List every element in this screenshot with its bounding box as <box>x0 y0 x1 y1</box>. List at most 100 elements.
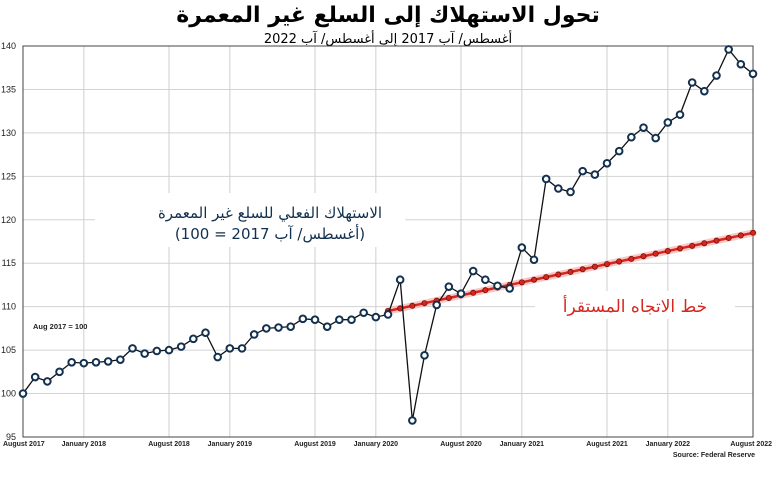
y-tick-label: 130 <box>1 128 16 138</box>
x-tick-label: January 2021 <box>500 441 544 448</box>
trend-point <box>701 240 708 247</box>
actual-point <box>164 345 174 355</box>
y-tick-label: 105 <box>1 345 16 355</box>
y-tick-label: 100 <box>1 389 16 399</box>
trend-point <box>482 287 489 294</box>
actual-point <box>67 357 76 367</box>
actual-point <box>651 133 660 143</box>
x-tick-label: August 2020 <box>440 441 482 448</box>
actual-point <box>116 355 125 364</box>
actual-point <box>371 312 381 322</box>
actual-point <box>347 315 356 325</box>
y-axis-ticks: 95 100 105 110 115 120 125 130 135 140 <box>1 41 16 442</box>
actual-point <box>420 351 429 360</box>
actual-point <box>724 45 733 54</box>
y-tick-label: 125 <box>1 171 16 181</box>
actual-point <box>395 275 405 285</box>
actual-point <box>736 59 746 69</box>
x-tick-label: August 2021 <box>586 441 628 448</box>
x-tick-label: January 2019 <box>208 441 252 448</box>
trend-point <box>555 271 562 278</box>
chart-title: تحول الاستهلاك إلى السلع غير المعمرة <box>176 3 600 28</box>
actual-point <box>675 110 685 119</box>
actual-point <box>614 146 624 156</box>
actual-point <box>298 314 308 324</box>
actual-point <box>55 367 64 377</box>
actual-point <box>408 416 417 425</box>
actual-point <box>663 118 673 127</box>
y-tick-label: 140 <box>1 41 16 51</box>
actual-point <box>91 357 101 367</box>
actual-point <box>687 78 697 87</box>
actual-point <box>541 174 551 184</box>
x-axis-ticks: August 2017 January 2018 August 2018 Januar… <box>3 441 772 448</box>
trend-point <box>677 245 684 252</box>
actual-point <box>444 282 454 291</box>
actual-point <box>213 352 222 362</box>
actual-point <box>505 284 514 293</box>
plot-frame <box>22 45 754 438</box>
actual-point <box>432 300 441 310</box>
y-tick-label: 95 <box>6 432 16 442</box>
trend-point <box>725 235 732 242</box>
trend-point <box>628 255 635 262</box>
actual-point <box>237 344 247 353</box>
trend-point <box>713 237 720 244</box>
trend-point <box>664 248 671 255</box>
actual-point <box>140 349 149 358</box>
actual-point <box>30 372 40 382</box>
trend-point <box>421 300 428 307</box>
actual-point <box>201 328 210 338</box>
x-tick-label: January 2018 <box>62 441 106 448</box>
actual-point <box>566 187 575 197</box>
trend-point <box>616 258 623 265</box>
actual-point <box>152 346 162 356</box>
source-note: Source: Federal Reserve <box>673 452 755 459</box>
actual-point <box>383 310 393 319</box>
actual-point <box>310 315 320 325</box>
actual-point <box>43 377 52 386</box>
actual-point <box>468 266 478 276</box>
actual-point <box>262 324 271 333</box>
x-tick-label: August 2022 <box>730 441 772 448</box>
trend-point <box>445 294 452 301</box>
trend-series <box>384 229 757 315</box>
actual-point <box>359 308 368 318</box>
trend-point <box>604 261 611 268</box>
chart-subtitle: أغسطس/ آب 2017 إلى أغسطس/ آب 2022 <box>264 30 512 47</box>
trend-point <box>531 276 538 283</box>
actual-point <box>493 281 502 291</box>
actual-point <box>274 323 283 332</box>
trend-point <box>640 253 647 260</box>
actual-point <box>225 344 235 353</box>
x-tick-label: January 2020 <box>354 441 398 448</box>
actual-point <box>481 275 490 285</box>
trend-point <box>689 242 696 249</box>
y-tick-label: 135 <box>1 84 16 94</box>
trend-point <box>591 263 598 270</box>
actual-point <box>18 389 28 398</box>
actual-point <box>700 86 709 96</box>
actual-point <box>748 69 758 79</box>
actual-point <box>189 334 198 344</box>
actual-point <box>712 71 721 80</box>
trend-point <box>737 232 744 239</box>
x-tick-label: August 2018 <box>148 441 190 448</box>
actual-point <box>249 330 259 339</box>
actual-point <box>335 315 344 325</box>
trend-series-label: خط الاتجاه المستقرأ <box>563 295 707 317</box>
trend-point <box>579 266 586 273</box>
actual-label-backdrop <box>95 193 405 247</box>
actual-point <box>639 123 648 132</box>
trend-point <box>652 250 659 257</box>
trend-point <box>409 302 416 309</box>
actual-point <box>456 289 466 298</box>
actual-point <box>176 342 186 351</box>
actual-point <box>517 243 527 252</box>
trend-point <box>750 229 757 236</box>
y-tick-label: 115 <box>2 258 16 268</box>
y-tick-label: 110 <box>2 302 16 312</box>
actual-point <box>103 357 113 366</box>
actual-point <box>322 322 332 331</box>
